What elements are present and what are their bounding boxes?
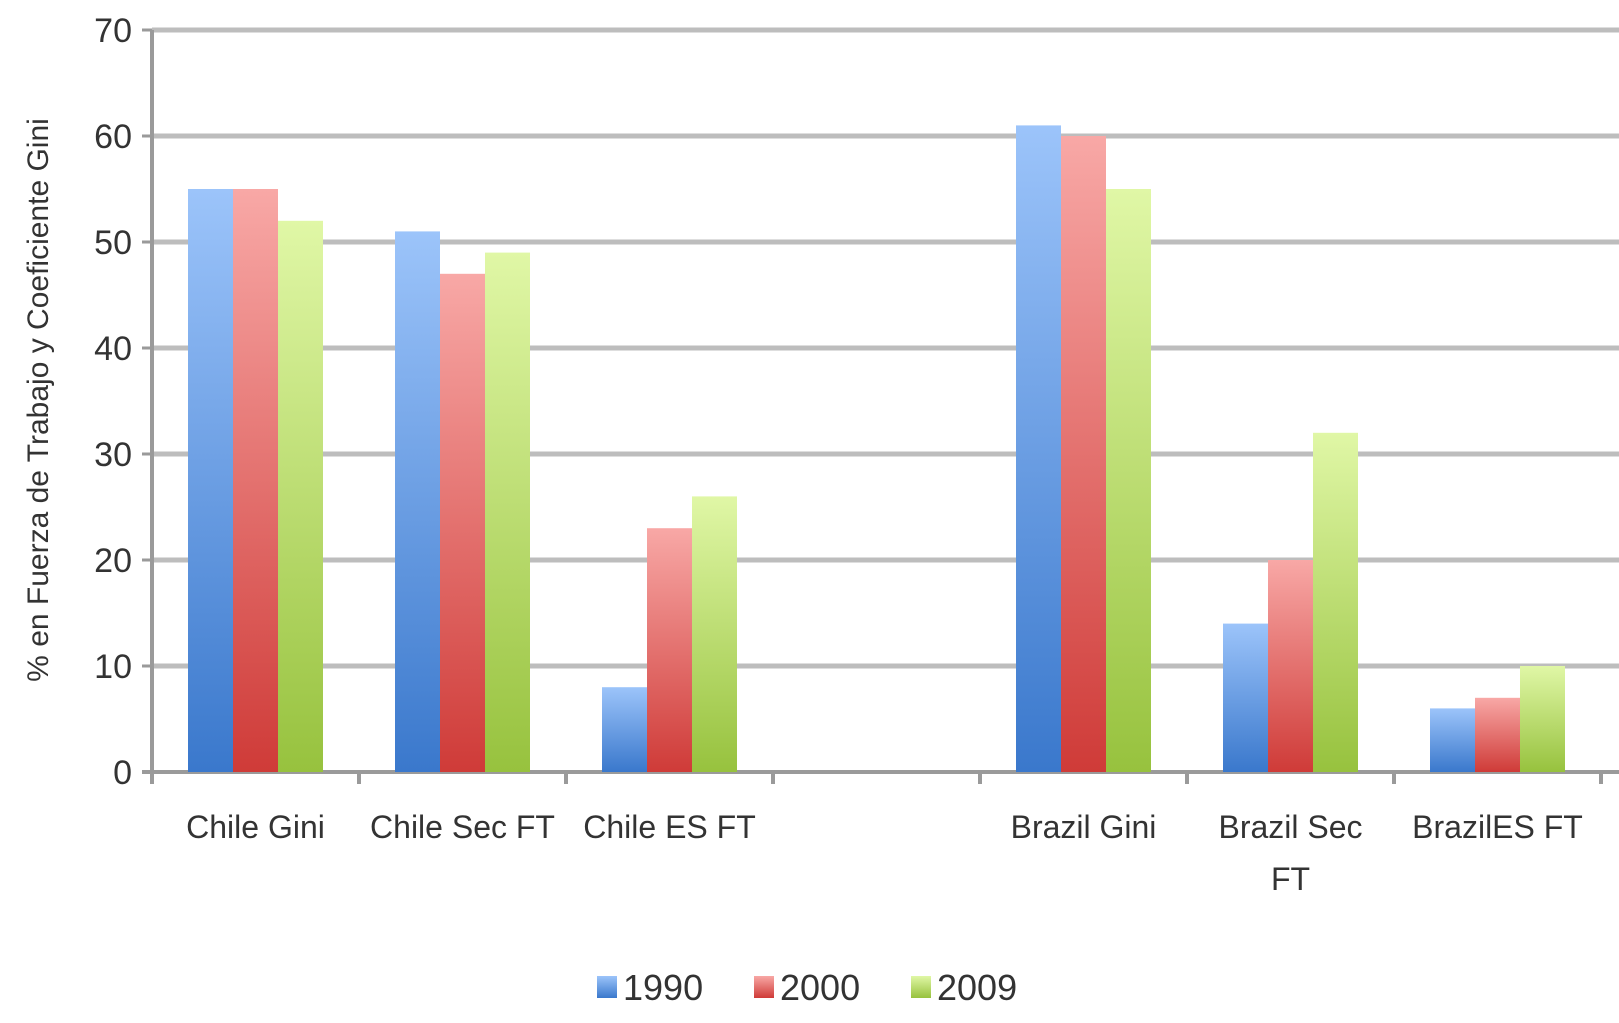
y-tick-label: 40 [94, 330, 132, 368]
bar-2009 [485, 252, 530, 773]
bars [188, 125, 1565, 773]
bar-1990 [1223, 623, 1268, 772]
labels: Chile Gini Chile Sec FT Chile ES FT Brazil … [186, 809, 1583, 897]
x-category-label: BrazilES FT [1412, 809, 1583, 845]
bar-2000 [1268, 560, 1313, 772]
x-category-label: Chile Sec FT [370, 809, 555, 845]
bar-2000 [1061, 136, 1106, 772]
bar-1990 [602, 687, 647, 772]
x-category-label: Brazil Sec FT [1218, 809, 1362, 897]
bar-1990 [1016, 125, 1061, 772]
y-tick-label: 0 [113, 754, 132, 792]
x-category-label: Chile Gini [186, 809, 325, 845]
bar-2009 [692, 496, 737, 772]
bar-2000 [440, 273, 485, 772]
bar-2009 [1106, 189, 1151, 772]
y-tick-label: 20 [94, 542, 132, 580]
y-tick-label: 50 [94, 224, 132, 262]
bar-2000 [647, 528, 692, 772]
bar-1990 [395, 231, 440, 772]
bar-2009 [1313, 432, 1358, 772]
bar-2000 [1475, 697, 1520, 772]
x-category-label: Brazil Gini [1011, 809, 1157, 845]
y-axis-title: % en Fuerza de Trabajo y Coeficiente Gin… [22, 118, 55, 682]
bar-2009 [278, 220, 323, 773]
bar-2000 [233, 189, 278, 772]
axes [142, 30, 1619, 784]
y-tick-label: 30 [94, 436, 132, 474]
bar-1990 [1430, 708, 1475, 772]
legend-swatch-2009 [911, 976, 931, 998]
legend-label-1990: 1990 [623, 967, 703, 1008]
x-category-label: Chile ES FT [583, 809, 755, 845]
y-tick-label: 70 [94, 12, 132, 50]
y-tick-label: 10 [94, 648, 132, 686]
legend-label-2009: 2009 [937, 967, 1017, 1008]
bar-1990 [188, 189, 233, 772]
legend-swatch-2000 [754, 976, 774, 998]
legend-swatch-1990 [597, 976, 617, 998]
y-tick-label: 60 [94, 118, 132, 156]
legend-label-2000: 2000 [780, 967, 860, 1008]
bar-2009 [1520, 666, 1565, 772]
legend: 1990 2000 2009 [597, 967, 1017, 1008]
